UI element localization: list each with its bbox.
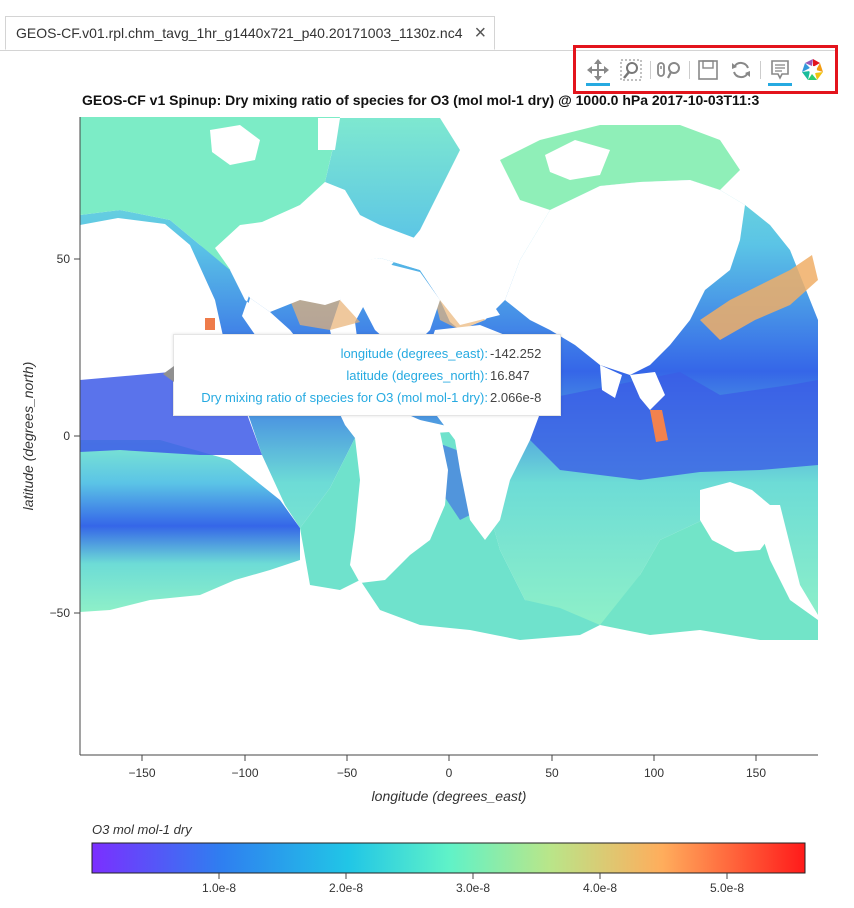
tab-title: GEOS-CF.v01.rpl.chm_tavg_1hr_g1440x721_p… xyxy=(16,25,463,41)
tooltip-row-o3: Dry mixing ratio of species for O3 (mol … xyxy=(182,387,550,409)
box-zoom-icon xyxy=(620,58,642,81)
move-arrows-icon xyxy=(587,58,610,81)
x-tick-label: 50 xyxy=(545,766,559,780)
toolbar-separator xyxy=(649,60,651,79)
x-tick-label: −50 xyxy=(337,766,358,780)
tooltip-value: -142.252 xyxy=(490,346,542,361)
plot-toolbar xyxy=(573,45,838,94)
colorbar-title: O3 mol mol-1 dry xyxy=(92,822,192,837)
box-zoom-tool[interactable] xyxy=(617,52,645,88)
wheel-zoom-icon xyxy=(656,61,680,78)
x-tick-label: 100 xyxy=(644,766,664,780)
y-axis-label: latitude (degrees_north) xyxy=(20,362,36,511)
tooltip-row-longitude: longitude (degrees_east): -142.252 xyxy=(182,343,550,365)
bokeh-logo[interactable] xyxy=(799,52,827,88)
file-tab[interactable]: GEOS-CF.v01.rpl.chm_tavg_1hr_g1440x721_p… xyxy=(5,16,496,50)
y-tick-label: −50 xyxy=(50,606,71,620)
hover-tool[interactable] xyxy=(766,52,794,88)
bokeh-logo-icon xyxy=(801,58,823,80)
reset-tool[interactable] xyxy=(727,52,755,88)
toolbar-separator xyxy=(688,60,690,79)
save-icon xyxy=(698,59,719,80)
y-tick-label: 50 xyxy=(57,252,71,266)
y-axis: 50 0 −50 latitude (degrees_north) xyxy=(20,117,81,755)
tooltip-value: 2.066e-8 xyxy=(490,390,542,405)
x-tick-label: 0 xyxy=(446,766,453,780)
close-icon[interactable]: × xyxy=(474,22,487,44)
tooltip-value: 16.847 xyxy=(490,368,530,383)
wheel-zoom-tool[interactable] xyxy=(656,52,684,88)
pan-tool[interactable] xyxy=(584,52,612,88)
x-axis-label: longitude (degrees_east) xyxy=(372,788,527,804)
colorbar-tick-label: 3.0e-8 xyxy=(456,881,490,895)
hover-tooltip-icon xyxy=(770,59,789,80)
x-tick-label: −150 xyxy=(128,766,155,780)
plot-title: GEOS-CF v1 Spinup: Dry mixing ratio of s… xyxy=(82,92,760,108)
colorbar-tick-label: 2.0e-8 xyxy=(329,881,363,895)
reset-icon xyxy=(732,61,751,78)
colorbar-tick-label: 4.0e-8 xyxy=(583,881,617,895)
toolbar-separator xyxy=(759,60,761,79)
colorbar: 1.0e-8 2.0e-8 3.0e-8 4.0e-8 5.0e-8 xyxy=(91,842,806,895)
colorbar-tick-label: 1.0e-8 xyxy=(202,881,236,895)
x-tick-label: 150 xyxy=(746,766,766,780)
tooltip-key: longitude (degrees_east): xyxy=(340,346,488,361)
y-tick-label: 0 xyxy=(63,429,70,443)
tooltip-key: latitude (degrees_north): xyxy=(346,368,488,383)
x-tick-label: −100 xyxy=(231,766,258,780)
x-axis: −150 −100 −50 0 50 100 150 longitude (de… xyxy=(80,754,818,804)
tooltip-row-latitude: latitude (degrees_north): 16.847 xyxy=(182,365,550,387)
tab-bar: GEOS-CF.v01.rpl.chm_tavg_1hr_g1440x721_p… xyxy=(0,12,838,51)
save-tool[interactable] xyxy=(694,52,722,88)
hover-tooltip: longitude (degrees_east): -142.252 latit… xyxy=(163,334,561,416)
tooltip-key: Dry mixing ratio of species for O3 (mol … xyxy=(201,390,488,405)
colorbar-tick-label: 5.0e-8 xyxy=(710,881,744,895)
